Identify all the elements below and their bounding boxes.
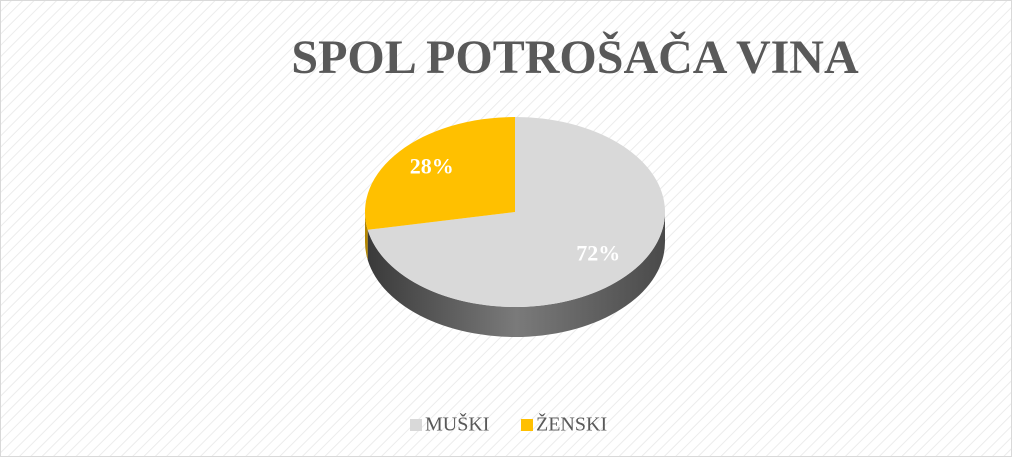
slice-side	[367, 212, 665, 337]
chart-title: SPOL POTROŠAČA VINA	[291, 30, 859, 84]
slice-side	[365, 212, 368, 260]
slice	[365, 117, 515, 230]
legend-swatch	[410, 419, 422, 431]
slice	[367, 117, 666, 308]
legend-swatch	[521, 419, 533, 431]
data-label: 28%	[410, 153, 454, 178]
data-label: 72%	[576, 241, 620, 266]
legend-label: ŽENSKI	[536, 413, 607, 436]
legend-label: MUŠKI	[425, 412, 489, 436]
